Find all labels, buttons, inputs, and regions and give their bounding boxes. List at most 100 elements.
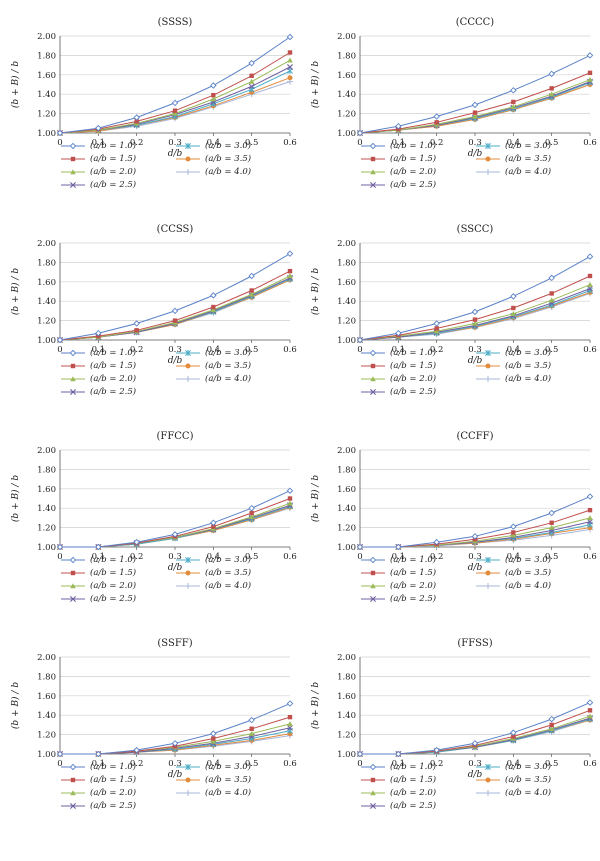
data-point	[586, 493, 594, 500]
y-tick-label: 2.00	[37, 653, 56, 663]
y-tick-label: 1.20	[337, 317, 356, 327]
legend-label: (a/b = 1.0)	[90, 555, 137, 565]
chart-panel-sscc: (SSCC) 1.00 1.20 1.40 1.60 1.80 2.00 0 0.1 0.2 0.3…	[300, 207, 600, 417]
legend-marker	[485, 557, 491, 563]
data-point	[586, 52, 594, 59]
x-tick-label: 0.5	[245, 759, 259, 769]
x-tick-label: 0.3	[468, 759, 482, 769]
data-point	[511, 734, 516, 739]
legend-marker	[70, 182, 76, 188]
legend-marker	[485, 790, 491, 796]
chart-title: (SSCC)	[457, 224, 494, 235]
legend-marker	[485, 156, 491, 162]
y-tick-label: 2.00	[337, 653, 356, 663]
x-tick-label: 0.6	[283, 138, 297, 148]
legend-label: (a/b = 2.5)	[90, 180, 137, 190]
y-tick-label: 1.00	[337, 750, 356, 760]
x-tick-label: 0.5	[245, 138, 259, 148]
legend-swatch	[176, 363, 200, 369]
y-tick-label: 1.60	[337, 278, 356, 288]
x-axis-label: d/b	[168, 356, 183, 366]
legend-swatch	[361, 803, 385, 809]
data-point	[56, 750, 64, 758]
y-axis-label: (b + B) / b	[310, 475, 321, 522]
y-tick-label: 1.00	[37, 336, 56, 346]
y-tick-label: 1.40	[37, 90, 56, 100]
legend-label: (a/b = 3.5)	[505, 361, 552, 371]
x-tick-label: 0.1	[92, 759, 106, 769]
data-point	[587, 76, 593, 82]
y-tick-label: 2.00	[37, 446, 56, 456]
legend-swatch	[361, 142, 385, 150]
legend-marker	[370, 583, 376, 589]
legend-marker	[70, 596, 76, 602]
legend-marker	[370, 182, 376, 188]
legend-swatch	[361, 763, 385, 771]
legend-swatch	[476, 169, 500, 175]
legend-marker	[369, 763, 377, 771]
data-point	[249, 726, 254, 731]
legend-swatch	[176, 350, 200, 356]
data-point	[211, 304, 216, 310]
legend-label: (a/b = 3.5)	[205, 154, 252, 164]
series-line	[359, 275, 591, 341]
legend-swatch	[61, 763, 85, 771]
legend-marker	[185, 376, 191, 382]
y-tick-label: 1.20	[37, 317, 56, 327]
legend-label: (a/b = 1.0)	[90, 348, 137, 358]
x-tick-label: 0	[357, 345, 362, 355]
chart-panel-ssss: (SSSS) 1.00 1.20 1.40 1.60 1.80 2.00 0 0.1 0.2 0.3…	[0, 0, 300, 210]
x-tick-label: 0.2	[430, 345, 444, 355]
data-point	[433, 538, 440, 546]
x-tick-label: 0.2	[130, 138, 144, 148]
x-axis-label: d/b	[468, 149, 483, 159]
data-point	[587, 708, 593, 713]
data-point	[395, 543, 402, 551]
x-tick-label: 0.4	[207, 759, 221, 769]
data-point	[172, 108, 178, 113]
legend-marker	[369, 556, 377, 564]
data-point	[134, 119, 139, 124]
x-tick-label: 0.2	[130, 552, 144, 562]
legend-label: (a/b = 3.5)	[205, 361, 252, 371]
x-tick-label: 0.6	[583, 552, 597, 562]
x-tick-label: 0.1	[92, 345, 106, 355]
y-tick-label: 1.40	[337, 711, 356, 721]
legend-label: (a/b = 1.0)	[390, 348, 437, 358]
y-axis-label: (b + B) / b	[10, 268, 21, 315]
y-tick-label: 1.40	[337, 297, 356, 307]
data-point	[433, 328, 440, 334]
series-line	[359, 84, 591, 134]
data-point	[433, 746, 440, 754]
legend-swatch	[61, 169, 85, 175]
data-point	[587, 281, 593, 287]
data-point	[210, 96, 217, 102]
legend-swatch	[476, 363, 500, 369]
data-point	[248, 78, 255, 84]
legend-label: (a/b = 2.0)	[390, 788, 437, 798]
legend-label: (a/b = 4.0)	[205, 581, 252, 591]
legend-marker	[485, 570, 491, 576]
legend-swatch	[476, 583, 500, 589]
legend-swatch	[361, 570, 385, 576]
data-point	[56, 129, 64, 137]
x-tick-label: 0.6	[583, 345, 597, 355]
legend-ssff: (a/b = 1.0) (a/b = 1.5) (a/b = 2.0) (a/b = …	[0, 761, 300, 829]
data-point	[210, 738, 217, 744]
data-point	[210, 730, 217, 737]
chart-title: (CCSS)	[157, 224, 194, 235]
data-point	[287, 721, 293, 727]
legend-label: (a/b = 2.5)	[390, 594, 437, 604]
legend-swatch	[176, 143, 200, 149]
legend-marker	[185, 143, 191, 149]
legend-label: (a/b = 3.0)	[505, 762, 552, 772]
y-axis-label: (b + B) / b	[310, 682, 321, 729]
line-chart-cccc: (CCCC) 1.00 1.20 1.40 1.60 1.80 2.00 0 0.1 0.2 0.3…	[310, 17, 597, 159]
legend-label: (a/b = 2.5)	[390, 387, 437, 397]
y-tick-label: 1.60	[37, 692, 56, 702]
x-tick-label: 0.5	[545, 345, 559, 355]
x-tick-label: 0.1	[92, 138, 106, 148]
series-line	[359, 290, 591, 341]
data-point	[95, 124, 102, 132]
x-tick-label: 0	[57, 759, 62, 769]
